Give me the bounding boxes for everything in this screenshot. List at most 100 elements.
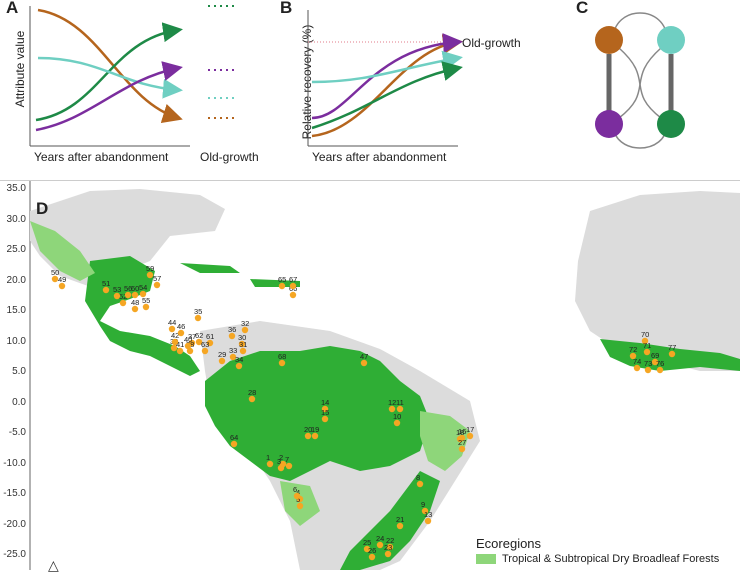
panel-c-cross-2	[618, 47, 662, 119]
site-label-67: 67	[289, 275, 297, 284]
atlantic-forest	[340, 471, 440, 570]
site-marker-26	[368, 553, 376, 561]
site-label-50: 50	[51, 268, 59, 277]
site-label-16: 16	[458, 427, 466, 436]
site-label-30: 30	[238, 333, 246, 342]
site-label-3: 3	[277, 457, 281, 466]
panel-a-brown-curve	[37, 8, 183, 124]
site-label-8: 8	[416, 473, 420, 482]
site-label-13: 13	[424, 510, 432, 519]
site-label-47: 47	[360, 352, 368, 361]
site-marker-70	[641, 337, 649, 345]
site-label-52: 52	[119, 292, 127, 301]
site-label-44: 44	[168, 318, 176, 327]
site-label-19: 19	[311, 425, 319, 434]
caatinga-dry-forest	[420, 411, 470, 471]
panel-c-label: C	[576, 0, 589, 17]
site-marker-68	[278, 359, 286, 367]
panel-a-plot	[29, 5, 238, 147]
site-marker-28	[248, 395, 256, 403]
map-ytick: -20.0	[3, 518, 26, 530]
africa-land	[575, 191, 740, 371]
legend-swatch-dry-forest	[476, 554, 496, 564]
site-label-74: 74	[633, 357, 641, 366]
site-label-48: 48	[131, 298, 139, 307]
panel-c-node-green	[657, 110, 685, 138]
map-ytick: 25.0	[6, 244, 26, 255]
site-label-24: 24	[376, 534, 384, 543]
site-marker-50	[51, 275, 59, 283]
site-marker-54	[139, 290, 147, 298]
site-label-29: 29	[218, 350, 226, 359]
site-label-11: 11	[396, 398, 404, 407]
site-marker-51	[102, 286, 110, 294]
site-label-36: 36	[228, 325, 236, 334]
panel-d-map: 1 2 3 4 5 6 7 8 9 10 11 12 13 14 15 16 17 18 19 20 21 22 23 24 2…	[0, 180, 740, 573]
site-label-17: 17	[466, 425, 474, 434]
site-marker-36	[228, 332, 236, 340]
site-label-42: 42	[171, 331, 179, 340]
map-ytick: 30.0	[6, 213, 26, 225]
site-marker-23	[384, 550, 392, 558]
site-label-22: 22	[386, 536, 394, 545]
ecoregion-legend: Ecoregions Tropical & Subtropical Dry Br…	[476, 536, 719, 565]
site-label-32: 32	[241, 319, 249, 328]
site-marker-46	[177, 329, 185, 337]
site-marker-49	[58, 282, 66, 290]
map-ytick: 20.0	[6, 274, 26, 286]
panel-b-purple-curve	[311, 33, 463, 120]
panel-b-label: B	[280, 0, 293, 17]
panel-a-label: A	[6, 0, 19, 17]
panel-c-node-teal	[657, 26, 685, 54]
site-label-56: 56	[124, 284, 132, 293]
panel-c-node-purple	[595, 110, 623, 138]
site-label-35: 35	[194, 307, 202, 316]
site-marker-59	[146, 271, 154, 279]
site-label-76: 76	[656, 359, 664, 368]
panel-b-oldgrowth-label: Old-growth	[462, 36, 521, 50]
site-marker-76	[656, 366, 664, 374]
site-marker-30	[238, 340, 246, 348]
site-label-4: 4	[296, 488, 300, 497]
site-label-40: 40	[184, 335, 192, 344]
site-marker-67	[289, 282, 297, 290]
panel-b-plot	[307, 10, 463, 147]
site-marker-73	[644, 366, 652, 374]
site-marker-60	[131, 291, 139, 299]
site-label-15: 15	[321, 408, 329, 417]
site-marker-17	[466, 432, 474, 440]
site-label-51: 51	[102, 279, 110, 288]
site-label-27: 27	[458, 438, 466, 447]
site-marker-77	[668, 350, 676, 358]
site-marker-25	[363, 545, 371, 553]
site-label-60: 60	[131, 284, 139, 293]
panel-b-teal-curve	[311, 50, 463, 84]
site-marker-29	[218, 357, 226, 365]
site-marker-41	[176, 347, 184, 355]
site-label-2: 2	[279, 453, 283, 462]
site-marker-24	[376, 541, 384, 549]
site-label-61: 61	[206, 332, 214, 341]
site-label-53: 53	[113, 285, 121, 294]
site-label-1: 1	[266, 453, 270, 462]
panel-a-purple-curve	[35, 61, 183, 132]
site-marker-64	[230, 440, 238, 448]
central-america-forest	[85, 256, 200, 376]
site-marker-32	[241, 326, 249, 334]
site-label-72: 72	[629, 345, 637, 354]
site-label-55: 55	[142, 296, 150, 305]
map-ytick: -25.0	[3, 549, 26, 560]
site-marker-71	[643, 348, 651, 356]
map-ytick: 35.0	[6, 183, 26, 194]
site-marker-44	[168, 325, 176, 333]
site-label-14: 14	[321, 398, 329, 407]
map-ytick: -10.0	[3, 457, 26, 469]
site-label-34: 34	[235, 355, 243, 364]
panel-b-brown-curve	[311, 34, 463, 138]
panel-c-network	[595, 12, 685, 149]
site-marker-65	[278, 282, 286, 290]
site-marker-34	[235, 362, 243, 370]
site-marker-53	[113, 292, 121, 300]
site-marker-61	[206, 339, 214, 347]
site-marker-35	[194, 314, 202, 322]
